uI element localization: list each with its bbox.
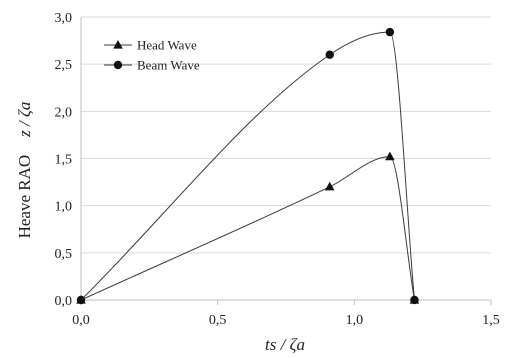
legend-swatch-marker	[113, 40, 123, 49]
y-tick-label: 3,0	[55, 11, 73, 26]
head-wave-series	[76, 151, 420, 304]
x-tick-label: 0,5	[209, 313, 227, 328]
data-series	[76, 27, 420, 305]
beam-wave-point	[76, 295, 86, 305]
head-wave-line	[80, 156, 415, 301]
beam-wave-point	[385, 27, 395, 37]
legend-label: Beam Wave	[137, 58, 200, 73]
legend-swatch-marker	[113, 60, 123, 70]
x-tick-label: 0,0	[72, 313, 90, 328]
y-tick-label: 1,5	[55, 153, 73, 168]
legend-item-beam-wave: Beam Wave	[104, 58, 200, 73]
y-axis-title-suffix: z / ζa	[15, 102, 34, 138]
beam-wave-line	[80, 31, 415, 301]
y-axis-title: Heave RAO z / ζa	[15, 102, 34, 239]
axes	[80, 17, 492, 305]
x-tick-labels: 0,0 0,5 1,0 1,5	[72, 313, 500, 328]
y-tick-label: 0,5	[55, 247, 73, 262]
y-axis-title-prefix: Heave RAO	[15, 155, 34, 239]
beam-wave-point	[410, 295, 419, 305]
beam-wave-series	[76, 27, 419, 305]
beam-wave-point	[325, 50, 334, 59]
y-tick-label: 2,0	[55, 105, 73, 120]
y-tick-labels: 0,0 0,5 1,0 1,5 2,0 2,5 3,0	[55, 11, 73, 309]
x-tick-label: 1,0	[346, 313, 364, 328]
legend: Head Wave Beam Wave	[104, 38, 200, 73]
y-tick-label: 0,0	[55, 294, 73, 309]
legend-item-head-wave: Head Wave	[104, 38, 197, 53]
y-tick-label: 2,5	[55, 58, 73, 73]
x-axis-title: ts / ζa	[265, 335, 305, 354]
legend-label: Head Wave	[137, 38, 197, 53]
gridlines	[81, 16, 491, 254]
head-wave-point	[324, 181, 335, 191]
y-tick-label: 1,0	[55, 200, 73, 215]
head-wave-point	[385, 151, 395, 161]
x-tick-label: 1,5	[482, 313, 500, 328]
